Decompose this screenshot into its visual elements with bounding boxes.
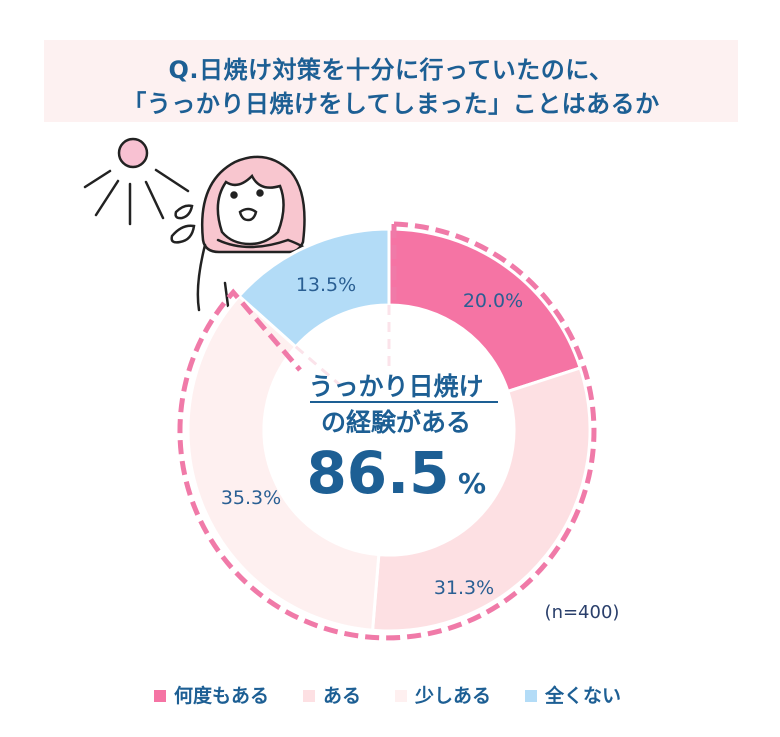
legend-label: 全くない	[545, 684, 622, 707]
center-caption-line-1: うっかり日焼け	[308, 372, 483, 401]
question-title-line-2: 「うっかり日焼けをしてしまった」ことはあるか	[122, 90, 660, 118]
legend-label: ある	[323, 684, 362, 707]
sweat-drops-icon	[170, 204, 196, 244]
inner-guide-lines	[294, 305, 391, 387]
segment-many-times[interactable]	[387, 227, 583, 394]
legend-item-yes: ある	[303, 681, 361, 708]
legend-item-a-little: 少しある	[395, 681, 491, 708]
segment-yes[interactable]	[370, 366, 592, 633]
question-title-box: Q.日焼け対策を十分に行っていたのに、 「うっかり日焼けをしてしまった」ことはあ…	[44, 40, 738, 122]
legend-swatch-many-times	[154, 690, 166, 702]
label-never: 13.5%	[296, 274, 356, 296]
sun-icon	[83, 137, 190, 226]
center-total-value: 86.5	[306, 439, 449, 507]
segment-a-little[interactable]	[186, 293, 381, 632]
legend-swatch-yes	[303, 690, 316, 702]
label-many-times: 20.0%	[463, 290, 523, 312]
legend-swatch-never	[525, 690, 538, 702]
label-yes: 31.3%	[434, 577, 494, 599]
center-total-unit: %	[458, 467, 486, 500]
legend-label: 何度もある	[174, 684, 270, 707]
legend-label: 少しある	[415, 684, 492, 707]
label-a-little: 35.3%	[221, 487, 281, 509]
legend-swatch-a-little	[395, 690, 408, 702]
highlight-dashed-outline	[177, 221, 597, 641]
donut-segments	[186, 227, 592, 633]
legend-item-many-times: 何度もある	[154, 681, 269, 708]
sample-size-label: (n=400)	[545, 602, 620, 623]
worried-woman-illustration	[196, 155, 320, 312]
segment-never[interactable]	[236, 227, 391, 349]
chart-legend: 何度もある ある 少しある 全くない	[154, 681, 655, 707]
legend-item-never: 全くない	[525, 681, 621, 708]
question-title-line-1: Q.日焼け対策を十分に行っていたのに、	[168, 56, 614, 84]
center-caption-line-2: の経験がある	[321, 408, 471, 437]
